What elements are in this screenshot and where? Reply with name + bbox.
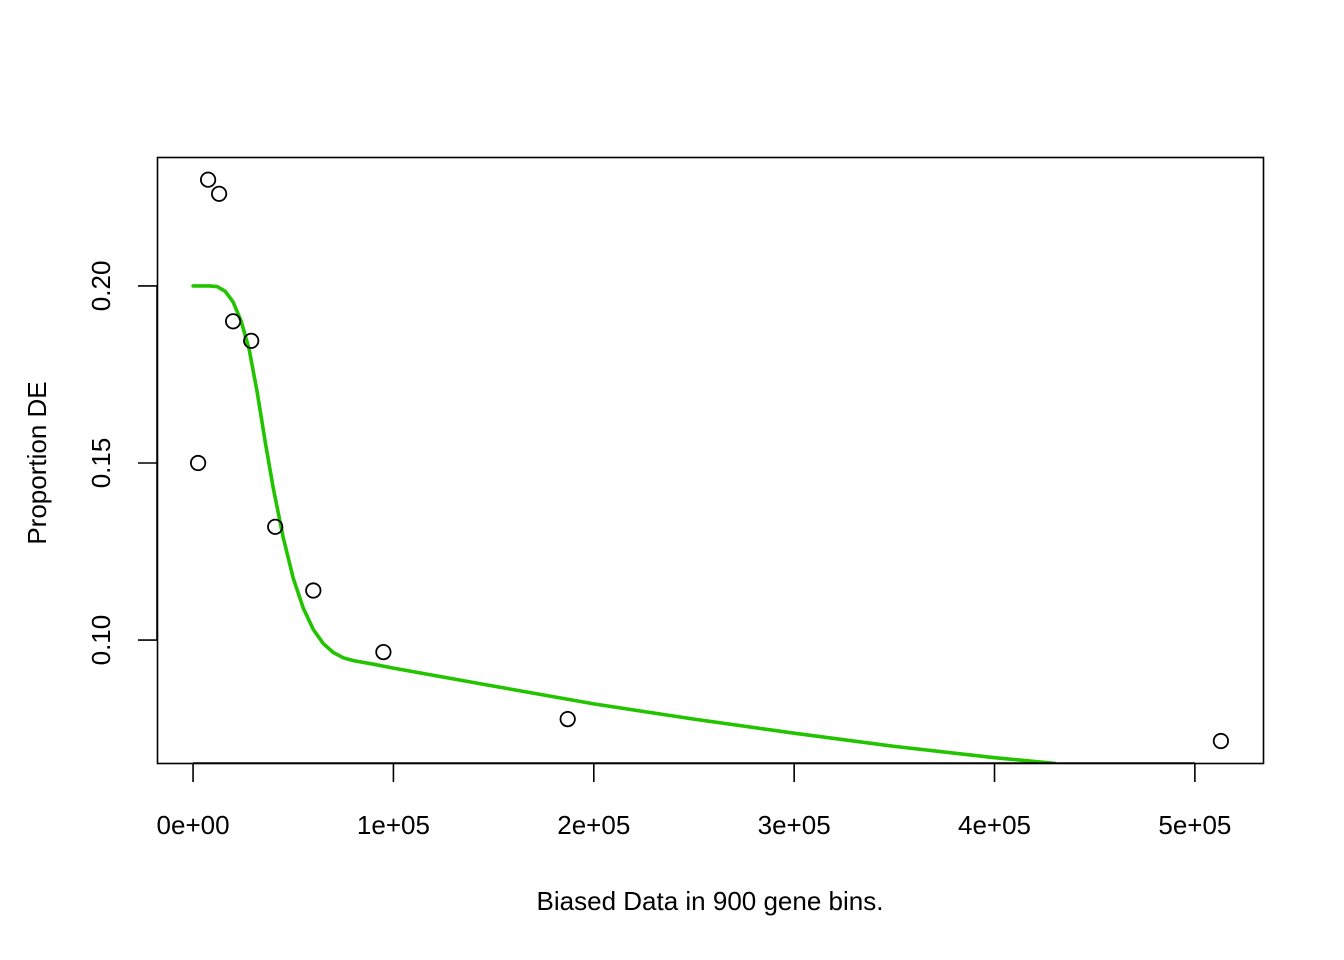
- x-axis: 0e+00 1e+05 2e+05 3e+05 4e+05 5e+05: [157, 762, 1231, 840]
- fitted-curve-line: [191, 284, 1057, 763]
- x-axis-title: Biased Data in 900 gene bins.: [537, 886, 884, 916]
- data-point: [190, 454, 207, 472]
- y-axis-title: Proportion DE: [22, 381, 52, 544]
- data-point: [267, 518, 284, 535]
- x-tick-label: 4e+05: [958, 810, 1031, 840]
- data-point: [305, 582, 322, 599]
- data-point: [211, 185, 228, 202]
- data-points: [190, 171, 1230, 750]
- data-point: [200, 171, 217, 188]
- y-tick-label: 0.10: [86, 615, 116, 666]
- data-point: [243, 332, 260, 349]
- x-tick-label: 1e+05: [357, 810, 430, 840]
- x-tick-label: 5e+05: [1158, 810, 1231, 840]
- y-tick-label: 0.20: [86, 261, 116, 312]
- x-tick-label: 0e+00: [157, 810, 230, 840]
- data-point: [1212, 732, 1230, 750]
- data-point: [225, 313, 242, 330]
- y-axis: 0.10 0.15 0.20: [86, 261, 158, 666]
- x-tick-label: 3e+05: [758, 810, 831, 840]
- data-point: [559, 710, 576, 728]
- fitted-curve: [191, 284, 1057, 763]
- y-tick-label: 0.15: [86, 438, 116, 489]
- data-point: [375, 643, 392, 661]
- x-tick-label: 2e+05: [557, 810, 630, 840]
